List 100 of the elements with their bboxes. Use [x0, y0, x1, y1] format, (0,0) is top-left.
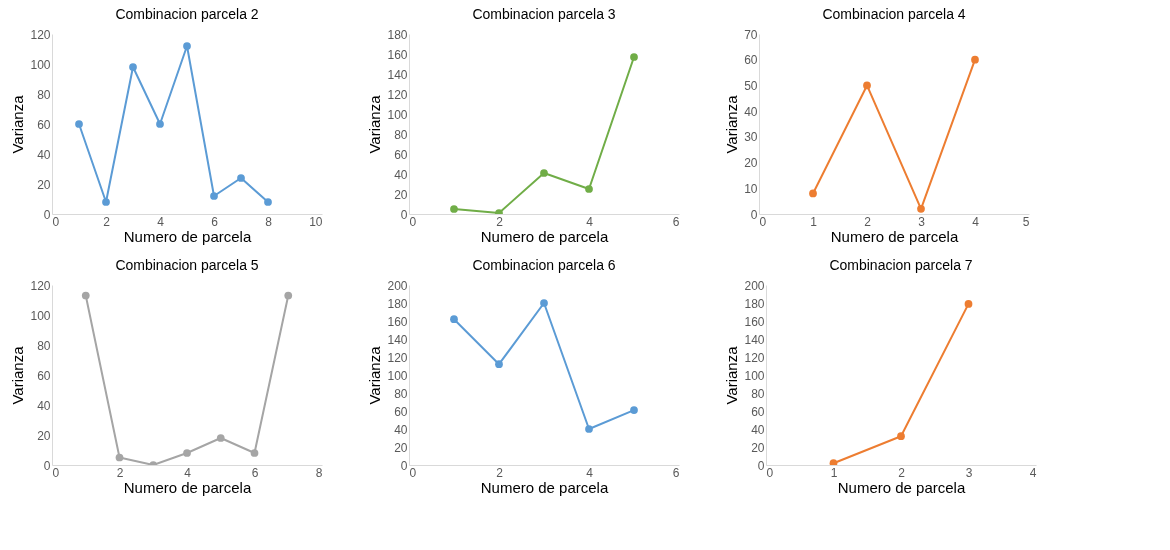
x-tick-label: 2	[103, 214, 111, 229]
x-axis-title: Numero de parcela	[837, 478, 966, 496]
y-tick-label: 40	[394, 167, 408, 182]
x-axis-title: Numero de parcela	[480, 478, 609, 496]
point	[863, 81, 871, 90]
x-tick-label: 4	[1029, 465, 1037, 480]
y-tick-label: 120	[30, 27, 51, 42]
y-tick-label: 10	[744, 181, 758, 196]
x-tick-label: 2	[496, 465, 504, 480]
x-tick-label: 1	[810, 214, 818, 229]
point	[115, 453, 124, 462]
y-tick-label: 40	[37, 398, 51, 413]
point	[183, 42, 191, 50]
x-tick-label: 4	[586, 465, 594, 480]
chart-title: Combinacion parcela 5	[115, 257, 259, 273]
y-tick-label: 60	[394, 404, 408, 419]
x-axis-title: Numero de parcela	[123, 227, 252, 245]
x-tick-label: 4	[586, 214, 594, 229]
y-tick-label: 100	[30, 57, 51, 72]
x-tick-label: 2	[116, 465, 124, 480]
x-tick-label: 3	[918, 214, 926, 229]
point	[585, 185, 593, 193]
y-tick-label: 100	[30, 308, 51, 323]
y-tick-label: 40	[37, 147, 51, 162]
x-tick-label: 6	[251, 465, 259, 480]
x-tick-label: 8	[265, 214, 273, 229]
point	[237, 174, 245, 182]
y-tick-label: 20	[394, 187, 408, 202]
y-tick-label: 140	[744, 332, 765, 347]
chart-title: Combinacion parcela 6	[472, 257, 616, 273]
point	[450, 205, 458, 213]
chart-title: Combinacion parcela 7	[829, 257, 973, 273]
y-tick-label: 50	[744, 78, 758, 93]
point	[540, 299, 548, 307]
y-tick-label: 60	[37, 117, 51, 132]
x-tick-label: 4	[972, 214, 980, 229]
x-tick-label: 4	[157, 214, 165, 229]
point	[964, 300, 973, 308]
y-tick-label: 20	[751, 440, 765, 455]
y-tick-label: 80	[37, 338, 51, 353]
point	[264, 198, 272, 206]
y-tick-label: 200	[387, 278, 408, 293]
y-tick-label: 180	[387, 27, 408, 42]
y-tick-label: 80	[37, 87, 51, 102]
chart-title: Combinacion parcela 2	[115, 6, 259, 22]
x-tick-label: 2	[898, 465, 906, 480]
y-tick-label: 100	[387, 107, 408, 122]
x-axis-title: Numero de parcela	[480, 227, 609, 245]
y-tick-label: 100	[387, 368, 408, 383]
y-tick-label: 60	[37, 368, 51, 383]
chart-title: Combinacion parcela 4	[822, 6, 966, 22]
point	[540, 169, 548, 177]
y-tick-label: 60	[394, 147, 408, 162]
chart-title: Combinacion parcela 3	[472, 6, 616, 22]
y-tick-label: 80	[751, 386, 765, 401]
point	[216, 434, 225, 442]
y-axis-title: Varianza	[723, 345, 741, 405]
y-tick-label: 120	[387, 350, 408, 365]
point	[284, 291, 293, 300]
point	[75, 120, 83, 128]
y-tick-label: 20	[744, 156, 758, 171]
point	[450, 315, 458, 324]
y-tick-label: 70	[744, 27, 758, 42]
x-tick-label: 1	[830, 465, 838, 480]
point	[495, 360, 503, 369]
point	[102, 198, 110, 206]
y-tick-label: 40	[751, 422, 765, 437]
x-tick-label: 10	[309, 214, 323, 229]
y-tick-label: 20	[37, 428, 51, 443]
y-tick-label: 180	[744, 296, 765, 311]
y-tick-label: 160	[387, 314, 408, 329]
y-tick-label: 120	[387, 87, 408, 102]
y-tick-label: 160	[744, 314, 765, 329]
x-tick-label: 2	[496, 214, 504, 229]
point	[585, 425, 593, 433]
y-tick-label: 100	[744, 368, 765, 383]
x-tick-label: 5	[1022, 214, 1030, 229]
point	[183, 449, 191, 457]
y-tick-label: 140	[387, 332, 408, 347]
x-tick-label: 3	[965, 465, 973, 480]
x-tick-label: 6	[672, 465, 680, 480]
y-axis-title: Varianza	[9, 345, 27, 405]
y-axis-title: Varianza	[366, 94, 384, 154]
y-tick-label: 140	[387, 67, 408, 82]
point	[129, 63, 137, 71]
point	[81, 291, 90, 300]
point	[630, 53, 638, 61]
point	[809, 189, 817, 198]
y-tick-label: 180	[387, 296, 408, 311]
point	[971, 55, 979, 64]
y-tick-label: 120	[30, 278, 51, 293]
y-tick-label: 60	[751, 404, 765, 419]
y-axis-title: Varianza	[366, 345, 384, 405]
point	[917, 204, 925, 213]
y-tick-label: 200	[744, 278, 765, 293]
y-axis-title: Varianza	[723, 94, 741, 154]
point	[250, 449, 259, 457]
x-tick-label: 6	[672, 214, 680, 229]
y-tick-label: 20	[37, 177, 51, 192]
point	[630, 406, 638, 414]
